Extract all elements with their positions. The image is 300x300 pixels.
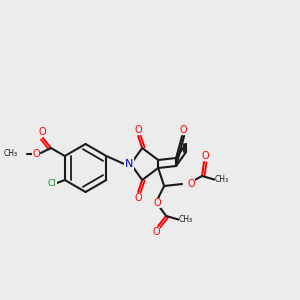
Text: CH₃: CH₃ — [179, 215, 193, 224]
Text: Cl: Cl — [47, 178, 56, 188]
Text: CH₃: CH₃ — [4, 149, 18, 158]
Text: O: O — [134, 125, 142, 135]
Text: O: O — [179, 125, 187, 135]
Text: O: O — [201, 151, 209, 161]
Text: O: O — [32, 149, 40, 159]
Text: O: O — [187, 179, 195, 189]
Text: N: N — [125, 159, 134, 169]
Text: O: O — [153, 198, 161, 208]
Text: CH₃: CH₃ — [215, 176, 229, 184]
Text: O: O — [134, 193, 142, 203]
Text: O: O — [152, 227, 160, 237]
Text: O: O — [38, 127, 46, 137]
